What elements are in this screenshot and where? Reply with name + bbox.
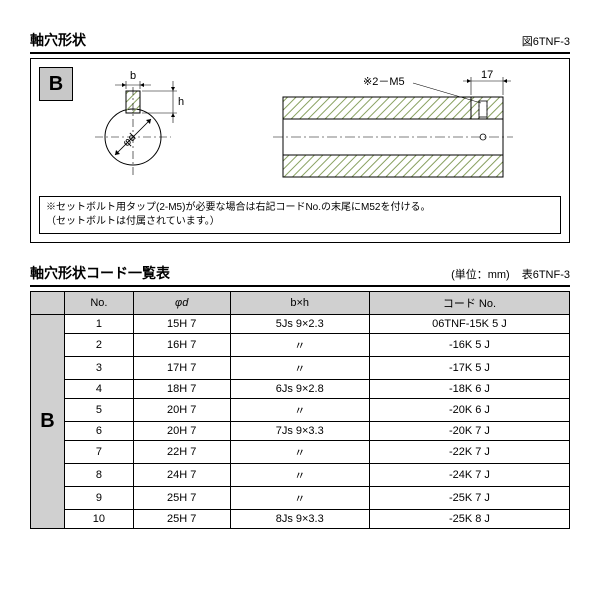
cell-no: 7 (65, 441, 134, 464)
cell-bxh: 〃 (230, 464, 369, 487)
table-ref: 表6TNF-3 (522, 266, 570, 282)
cell-phid: 20H 7 (133, 399, 230, 422)
cell-phid: 22H 7 (133, 441, 230, 464)
cell-code: 06TNF-15K 5 J (369, 315, 569, 334)
b-label: b (130, 70, 136, 82)
cell-no: 3 (65, 357, 134, 380)
cell-code: -20K 6 J (369, 399, 569, 422)
note-line2: （セットボルトは付属されています。） (46, 215, 554, 229)
diagram-container: B (30, 58, 570, 243)
cell-code: -18K 6 J (369, 380, 569, 399)
cell-phid: 16H 7 (133, 334, 230, 357)
cell-phid: 17H 7 (133, 357, 230, 380)
cell-no: 2 (65, 334, 134, 357)
note-line1: ※セットボルト用タップ(2-M5)が必要な場合は右記コードNo.の末尾にM52を… (46, 201, 554, 215)
cell-no: 5 (65, 399, 134, 422)
th-bxh: b×h (230, 292, 369, 315)
cell-bxh: 〃 (230, 357, 369, 380)
th-no: No. (65, 292, 134, 315)
cell-bxh: 〃 (230, 334, 369, 357)
cell-no: 4 (65, 380, 134, 399)
diagram-svg-wrap: φd b h (83, 67, 561, 190)
tap-label: ※2－M5 (363, 76, 405, 88)
cell-no: 8 (65, 464, 134, 487)
th-blank (31, 292, 65, 315)
cell-bxh: 8Js 9×3.3 (230, 510, 369, 529)
table-unit: (単位：mm) (451, 266, 510, 282)
cell-bxh: 〃 (230, 487, 369, 510)
cell-code: -16K 5 J (369, 334, 569, 357)
cell-no: 9 (65, 487, 134, 510)
cell-phid: 24H 7 (133, 464, 230, 487)
cell-code: -25K 7 J (369, 487, 569, 510)
cell-phid: 15H 7 (133, 315, 230, 334)
diagram-ref: 図6TNF-3 (522, 33, 570, 49)
cell-code: -25K 8 J (369, 510, 569, 529)
cell-phid: 20H 7 (133, 422, 230, 441)
cell-phid: 25H 7 (133, 487, 230, 510)
cell-code: -17K 5 J (369, 357, 569, 380)
h-label: h (178, 96, 184, 108)
cell-bxh: 〃 (230, 399, 369, 422)
cell-code: -22K 7 J (369, 441, 569, 464)
cell-bxh: 7Js 9×3.3 (230, 422, 369, 441)
cell-bxh: 〃 (230, 441, 369, 464)
code-table: No. φd b×h コード No. B115H 75Js 9×2.306TNF… (30, 291, 570, 529)
table-title: 軸穴形状コード一覧表 (30, 263, 170, 283)
cell-code: -20K 7 J (369, 422, 569, 441)
diagram-title: 軸穴形状 (30, 30, 86, 50)
category-badge: B (39, 67, 73, 101)
th-code: コード No. (369, 292, 569, 315)
th-phid: φd (133, 292, 230, 315)
cell-bxh: 6Js 9×2.8 (230, 380, 369, 399)
cell-code: -24K 7 J (369, 464, 569, 487)
cell-no: 10 (65, 510, 134, 529)
cell-phid: 25H 7 (133, 510, 230, 529)
cell-no: 6 (65, 422, 134, 441)
cell-phid: 18H 7 (133, 380, 230, 399)
table-category-badge: B (31, 315, 65, 529)
cell-bxh: 5Js 9×2.3 (230, 315, 369, 334)
cell-no: 1 (65, 315, 134, 334)
diagram-note: ※セットボルト用タップ(2-M5)が必要な場合は右記コードNo.の末尾にM52を… (39, 196, 561, 234)
len-label: 17 (481, 69, 493, 81)
